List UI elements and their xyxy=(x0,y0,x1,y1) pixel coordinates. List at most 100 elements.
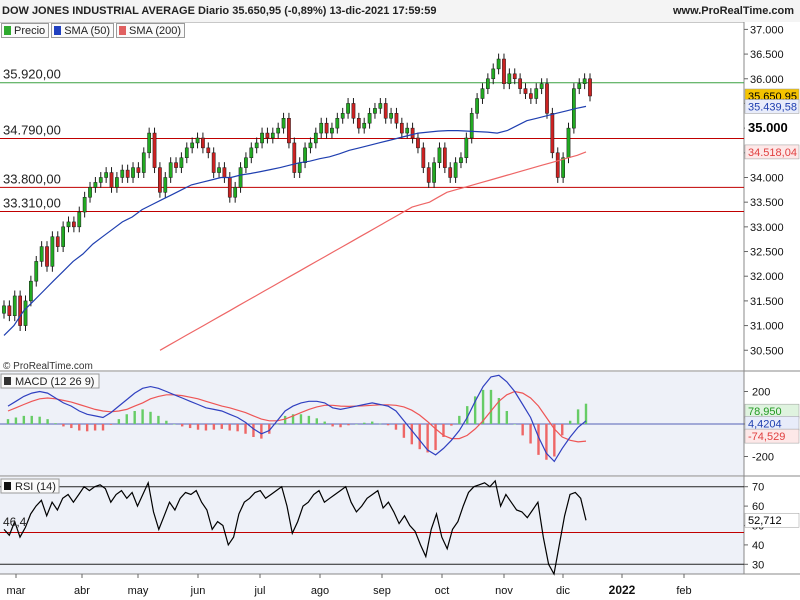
macd-last-value-tag xyxy=(744,416,800,431)
candle-body xyxy=(437,147,442,163)
macd-last-value-tag xyxy=(744,403,800,419)
candle-body xyxy=(459,157,463,163)
candle-body xyxy=(131,167,135,178)
candle-body xyxy=(77,211,82,228)
macd-histogram-bar xyxy=(252,424,255,437)
rsi-last-value-tag xyxy=(744,512,800,528)
candle-body xyxy=(432,162,436,183)
macd-tick-label: -200 xyxy=(752,452,774,464)
x-tick-label: jun xyxy=(190,585,206,597)
macd-histogram-bar xyxy=(378,423,382,425)
candle-body xyxy=(206,147,211,154)
candle-body xyxy=(362,122,367,129)
chart-header: DOW JONES INDUSTRIAL AVERAGE Diario 35.6… xyxy=(0,0,800,23)
last-value-label: 35.650,95 xyxy=(748,91,797,103)
last-value-tag xyxy=(744,88,800,104)
rsi-line xyxy=(3,479,587,576)
candle-body xyxy=(405,127,410,134)
x-tick-label: abr xyxy=(74,585,90,597)
legend-label: SMA (200) xyxy=(129,24,182,37)
macd-histogram-bar xyxy=(418,424,421,450)
candle-body xyxy=(550,113,555,154)
candle-body xyxy=(82,196,87,213)
x-tick-label: 2022 xyxy=(609,583,636,597)
macd-histogram-bar xyxy=(584,403,588,424)
candle-body xyxy=(141,152,146,173)
x-tick-label: sep xyxy=(373,585,391,597)
candle-body xyxy=(2,305,6,314)
candle-body xyxy=(308,142,313,149)
legend-swatch xyxy=(119,26,127,35)
candle-body xyxy=(351,103,356,119)
price-tick-label: 31.000 xyxy=(750,321,784,333)
candle-body xyxy=(410,127,415,139)
candle-body xyxy=(93,182,98,188)
macd-histogram-bar xyxy=(363,422,366,424)
candle-body xyxy=(249,147,254,158)
macd-histogram-bar xyxy=(315,418,318,424)
price-tick-label: 32.000 xyxy=(750,271,784,283)
macd-last-value-label: 4,4204 xyxy=(748,418,782,430)
candle-body xyxy=(195,137,200,144)
x-tick-label: feb xyxy=(676,585,691,597)
candle-body xyxy=(346,103,350,114)
candle-body xyxy=(464,137,469,158)
macd-histogram-bar xyxy=(450,424,453,426)
candle-body xyxy=(475,98,479,114)
candle-body xyxy=(190,142,195,149)
macd-histogram-bar xyxy=(505,411,509,424)
candle-body xyxy=(523,88,528,94)
last-value-tag xyxy=(745,121,799,136)
candle-body xyxy=(389,113,393,119)
candle-body xyxy=(448,167,453,178)
candle-body xyxy=(260,132,264,144)
price-tick-label: 36.000 xyxy=(750,74,784,86)
rsi-last-value-label: 52,712 xyxy=(748,515,782,527)
price-tick-label: 37.000 xyxy=(750,24,784,36)
macd-histogram-bar xyxy=(109,424,113,425)
candle-body xyxy=(55,236,60,247)
legend-item-precio[interactable]: Precio xyxy=(1,23,50,38)
candle-body xyxy=(233,187,238,198)
candle-body xyxy=(23,300,28,326)
macd-histogram-bar xyxy=(125,414,128,424)
macd-histogram-bar xyxy=(299,414,303,424)
candle-body xyxy=(66,221,71,228)
candle-body xyxy=(104,172,109,178)
candle-body xyxy=(453,162,458,178)
x-tick-label: oct xyxy=(435,585,450,597)
macd-histogram-bar xyxy=(62,424,65,427)
macd-histogram-bar xyxy=(141,409,144,424)
candle-body xyxy=(168,162,173,178)
x-tick-label: ago xyxy=(311,585,329,597)
macd-histogram-bar xyxy=(268,424,271,434)
legend-item-sma50[interactable]: SMA (50) xyxy=(51,23,115,38)
candle-body xyxy=(292,142,297,173)
macd-histogram-bar xyxy=(434,424,437,450)
candle-body xyxy=(528,93,533,99)
candle-body xyxy=(394,113,399,124)
candle-body xyxy=(383,103,388,119)
last-value-tag xyxy=(744,144,800,160)
candle-body xyxy=(179,157,184,168)
legend-swatch xyxy=(4,26,11,35)
candle-body xyxy=(217,167,221,173)
last-value-label: 34.518,04 xyxy=(748,147,797,159)
rsi-title-box: RSI (14) xyxy=(0,478,60,494)
legend-item-sma200[interactable]: SMA (200) xyxy=(116,23,186,38)
price-tick-label: 33.500 xyxy=(750,197,784,209)
macd-histogram-bar xyxy=(473,396,477,424)
macd-panel xyxy=(0,372,744,476)
level-label: 35.920,00 xyxy=(3,67,61,82)
rsi-panel xyxy=(0,477,744,574)
macd-histogram-bar xyxy=(426,424,429,453)
macd-histogram-bar xyxy=(22,415,26,424)
macd-histogram-bar xyxy=(236,424,239,432)
candle-body xyxy=(373,108,377,114)
candle-body xyxy=(7,305,12,316)
candle-body xyxy=(88,187,92,198)
macd-tick-label: 0 xyxy=(752,419,758,431)
macd-histogram-bar xyxy=(402,424,406,438)
candle-body xyxy=(335,118,340,129)
